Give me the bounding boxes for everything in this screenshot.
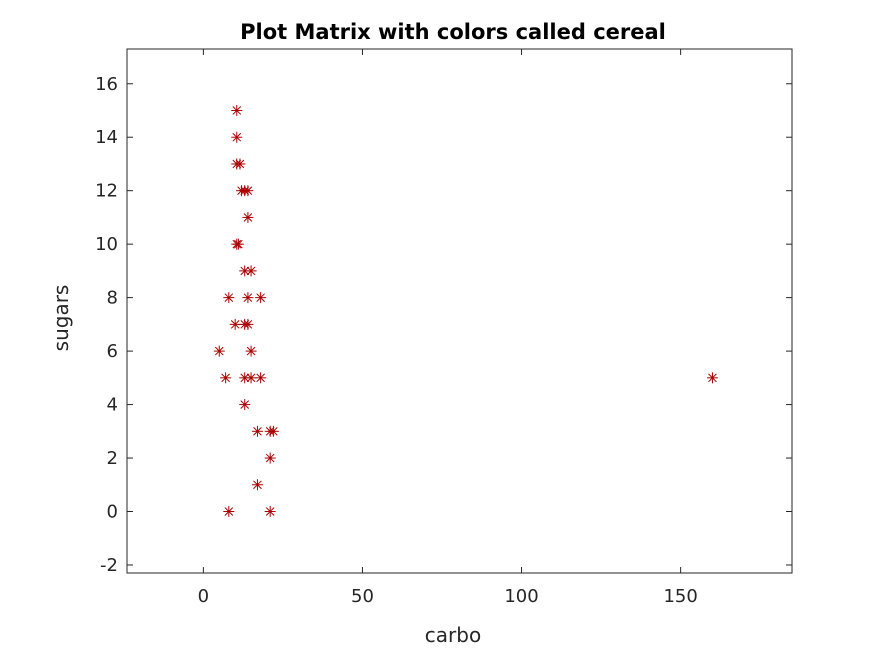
data-point	[251, 479, 263, 491]
x-tick-label: 50	[351, 586, 374, 607]
data-point	[242, 292, 254, 304]
data-point	[245, 345, 257, 357]
x-tick-label: 150	[663, 586, 697, 607]
data-point	[232, 238, 244, 250]
y-tick-label: 10	[95, 234, 118, 255]
y-tick-label: 8	[107, 288, 118, 309]
plot-area	[126, 48, 793, 574]
data-point	[245, 372, 257, 384]
y-axis-label: sugars	[49, 285, 73, 352]
data-point	[242, 211, 254, 223]
data-point	[706, 372, 718, 384]
data-point	[245, 265, 257, 277]
data-point	[239, 399, 251, 411]
y-tick-label: 6	[107, 341, 118, 362]
chart-title: Plot Matrix with colors called cereal	[240, 20, 666, 44]
x-tick-label: 0	[198, 586, 209, 607]
data-point	[223, 292, 235, 304]
x-axis: 0 50 100 150	[198, 49, 698, 607]
y-tick-label: 2	[107, 448, 118, 469]
x-axis-label: carbo	[425, 623, 481, 647]
y-tick-label: -2	[100, 555, 118, 576]
y-tick-label: 12	[95, 181, 118, 202]
data-point	[255, 372, 267, 384]
data-point	[223, 506, 235, 518]
data-point	[264, 452, 276, 464]
data-point	[239, 372, 251, 384]
x-tick-label: 100	[504, 586, 538, 607]
data-point	[234, 158, 246, 170]
y-tick-label: 16	[95, 74, 118, 95]
data-point	[255, 292, 267, 304]
y-axis: -2 0 2 4 6 8 10 12 14 16	[95, 74, 792, 576]
data-point	[231, 131, 243, 143]
y-tick-label: 4	[107, 395, 118, 416]
data-point	[229, 318, 241, 330]
data-point	[251, 425, 263, 437]
data-point	[264, 506, 276, 518]
data-point	[220, 372, 232, 384]
data-point	[242, 318, 254, 330]
data-point	[213, 345, 225, 357]
y-tick-label: 0	[107, 502, 118, 523]
scatter-series	[213, 104, 718, 518]
data-point	[267, 425, 279, 437]
data-point	[242, 185, 254, 197]
data-point	[231, 104, 243, 116]
y-tick-label: 14	[95, 127, 118, 148]
